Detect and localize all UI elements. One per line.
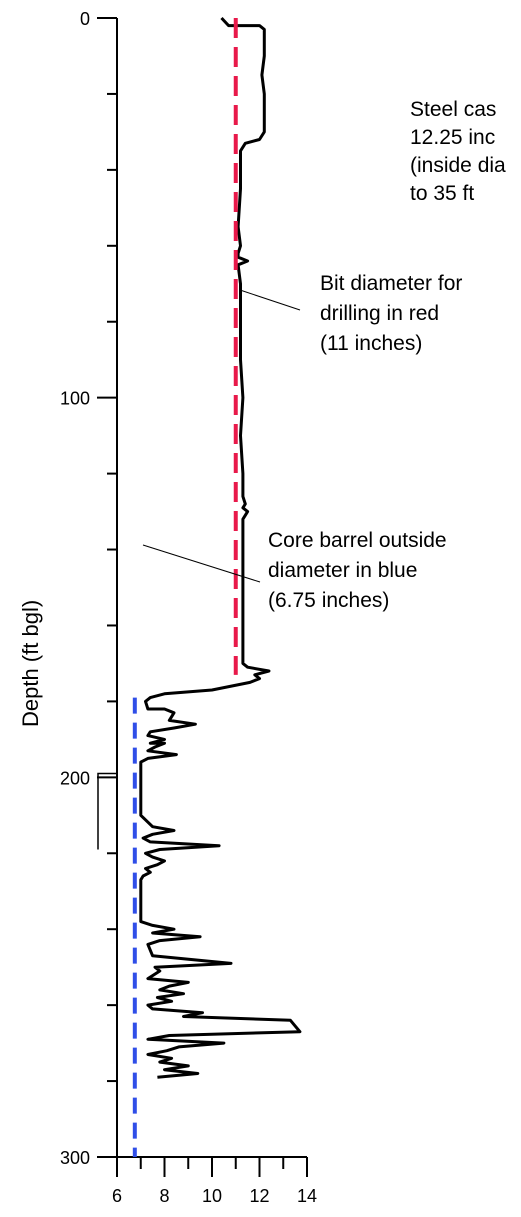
annotation-text: 12.25 inc — [410, 126, 495, 149]
annotation-text: drilling in red — [320, 302, 439, 325]
y-axis-title: Depth (ft bgl) — [18, 600, 43, 727]
x-tick-label: 14 — [297, 1186, 317, 1206]
y-tick-label: 200 — [60, 768, 90, 788]
annotation-text: diameter in blue — [268, 559, 417, 582]
annotation-text: (11 inches) — [320, 332, 422, 355]
x-tick-label: 10 — [202, 1186, 222, 1206]
y-tick-label: 100 — [60, 389, 90, 409]
annotation-text: Core barrel outside — [268, 529, 447, 552]
y-tick-label: 300 — [60, 1148, 90, 1168]
annotation-text: Steel cas — [410, 98, 496, 121]
axes: 0 100 200 300 6 8 10 12 14 Depth (ft bgl) — [18, 9, 317, 1206]
y-tick-label: 0 — [80, 9, 90, 29]
annotation-leader-line — [142, 544, 261, 583]
x-tick-label: 12 — [249, 1186, 269, 1206]
depth-bracket — [97, 772, 117, 850]
annotation-text: to 35 ft — [410, 182, 474, 205]
annotation-layer: Steel cas 12.25 inc (inside dia to 35 ft Bit… — [142, 98, 506, 612]
x-tick-label: 6 — [112, 1186, 122, 1206]
annotation-text: Bit diameter for — [320, 272, 462, 295]
series-layer — [132, 16, 302, 1157]
x-tick-label: 8 — [159, 1186, 169, 1206]
annotation-leader-line — [239, 289, 301, 311]
caliper-log-line — [139, 16, 302, 1079]
annotation-text: (inside dia — [410, 154, 506, 177]
annotation-text: (6.75 inches) — [268, 589, 389, 612]
